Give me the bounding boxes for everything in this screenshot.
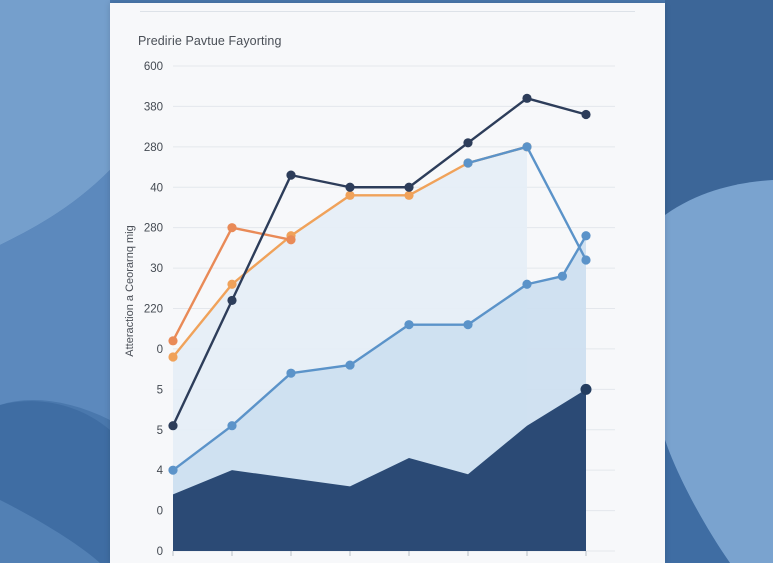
x-ticks: [172, 551, 587, 556]
data-point: [345, 190, 355, 200]
data-point: [463, 138, 473, 148]
y-tick-label: 600: [144, 61, 163, 73]
data-point: [522, 279, 532, 289]
series-line-group: [168, 231, 591, 475]
data-point: [227, 279, 237, 289]
y-tick-label: 0: [157, 344, 163, 356]
series-line-group: [168, 93, 591, 431]
data-point: [404, 190, 414, 200]
data-point: [168, 465, 178, 475]
y-tick-label: 280: [144, 223, 163, 235]
data-point: [227, 421, 237, 431]
data-point: [168, 352, 178, 362]
series-line-group: [168, 223, 296, 346]
data-point: [227, 223, 237, 233]
data-point: [463, 158, 473, 168]
y-tick-label: 0: [157, 506, 163, 518]
y-tick-label: 380: [144, 101, 163, 113]
data-point: [286, 235, 296, 245]
y-tick-label: 5: [157, 384, 163, 396]
data-point: [404, 320, 414, 330]
y-tick-label: 4: [157, 465, 164, 477]
data-point: [581, 255, 591, 265]
data-point: [463, 320, 473, 330]
data-point: [345, 360, 355, 370]
data-point: [581, 231, 591, 241]
series-solid-area: [173, 389, 586, 551]
y-tick-label: 30: [150, 263, 163, 275]
data-point: [522, 142, 532, 152]
series-line: [171, 97, 587, 427]
y-tick-label: 5: [157, 425, 163, 437]
data-point: [404, 182, 414, 192]
data-point: [168, 336, 178, 346]
y-tick-label: 40: [150, 182, 163, 194]
chart-card: Predirie Pavtue Fayorting Atteraction a …: [110, 3, 665, 563]
y-tick-label: 280: [144, 142, 163, 154]
data-point: [286, 368, 296, 378]
data-point: [227, 295, 237, 306]
card-divider: [140, 11, 635, 12]
data-point: [522, 93, 532, 103]
chart-title: Predirie Pavtue Fayorting: [138, 34, 282, 48]
data-point: [168, 421, 178, 431]
data-point: [345, 182, 355, 192]
data-point: [286, 170, 296, 180]
data-point: [581, 109, 591, 120]
y-tick-label: 220: [144, 304, 163, 316]
series-line-group: [463, 142, 591, 265]
y-tick-label: 0: [157, 546, 163, 558]
data-point: [580, 383, 592, 395]
data-point: [557, 271, 567, 281]
